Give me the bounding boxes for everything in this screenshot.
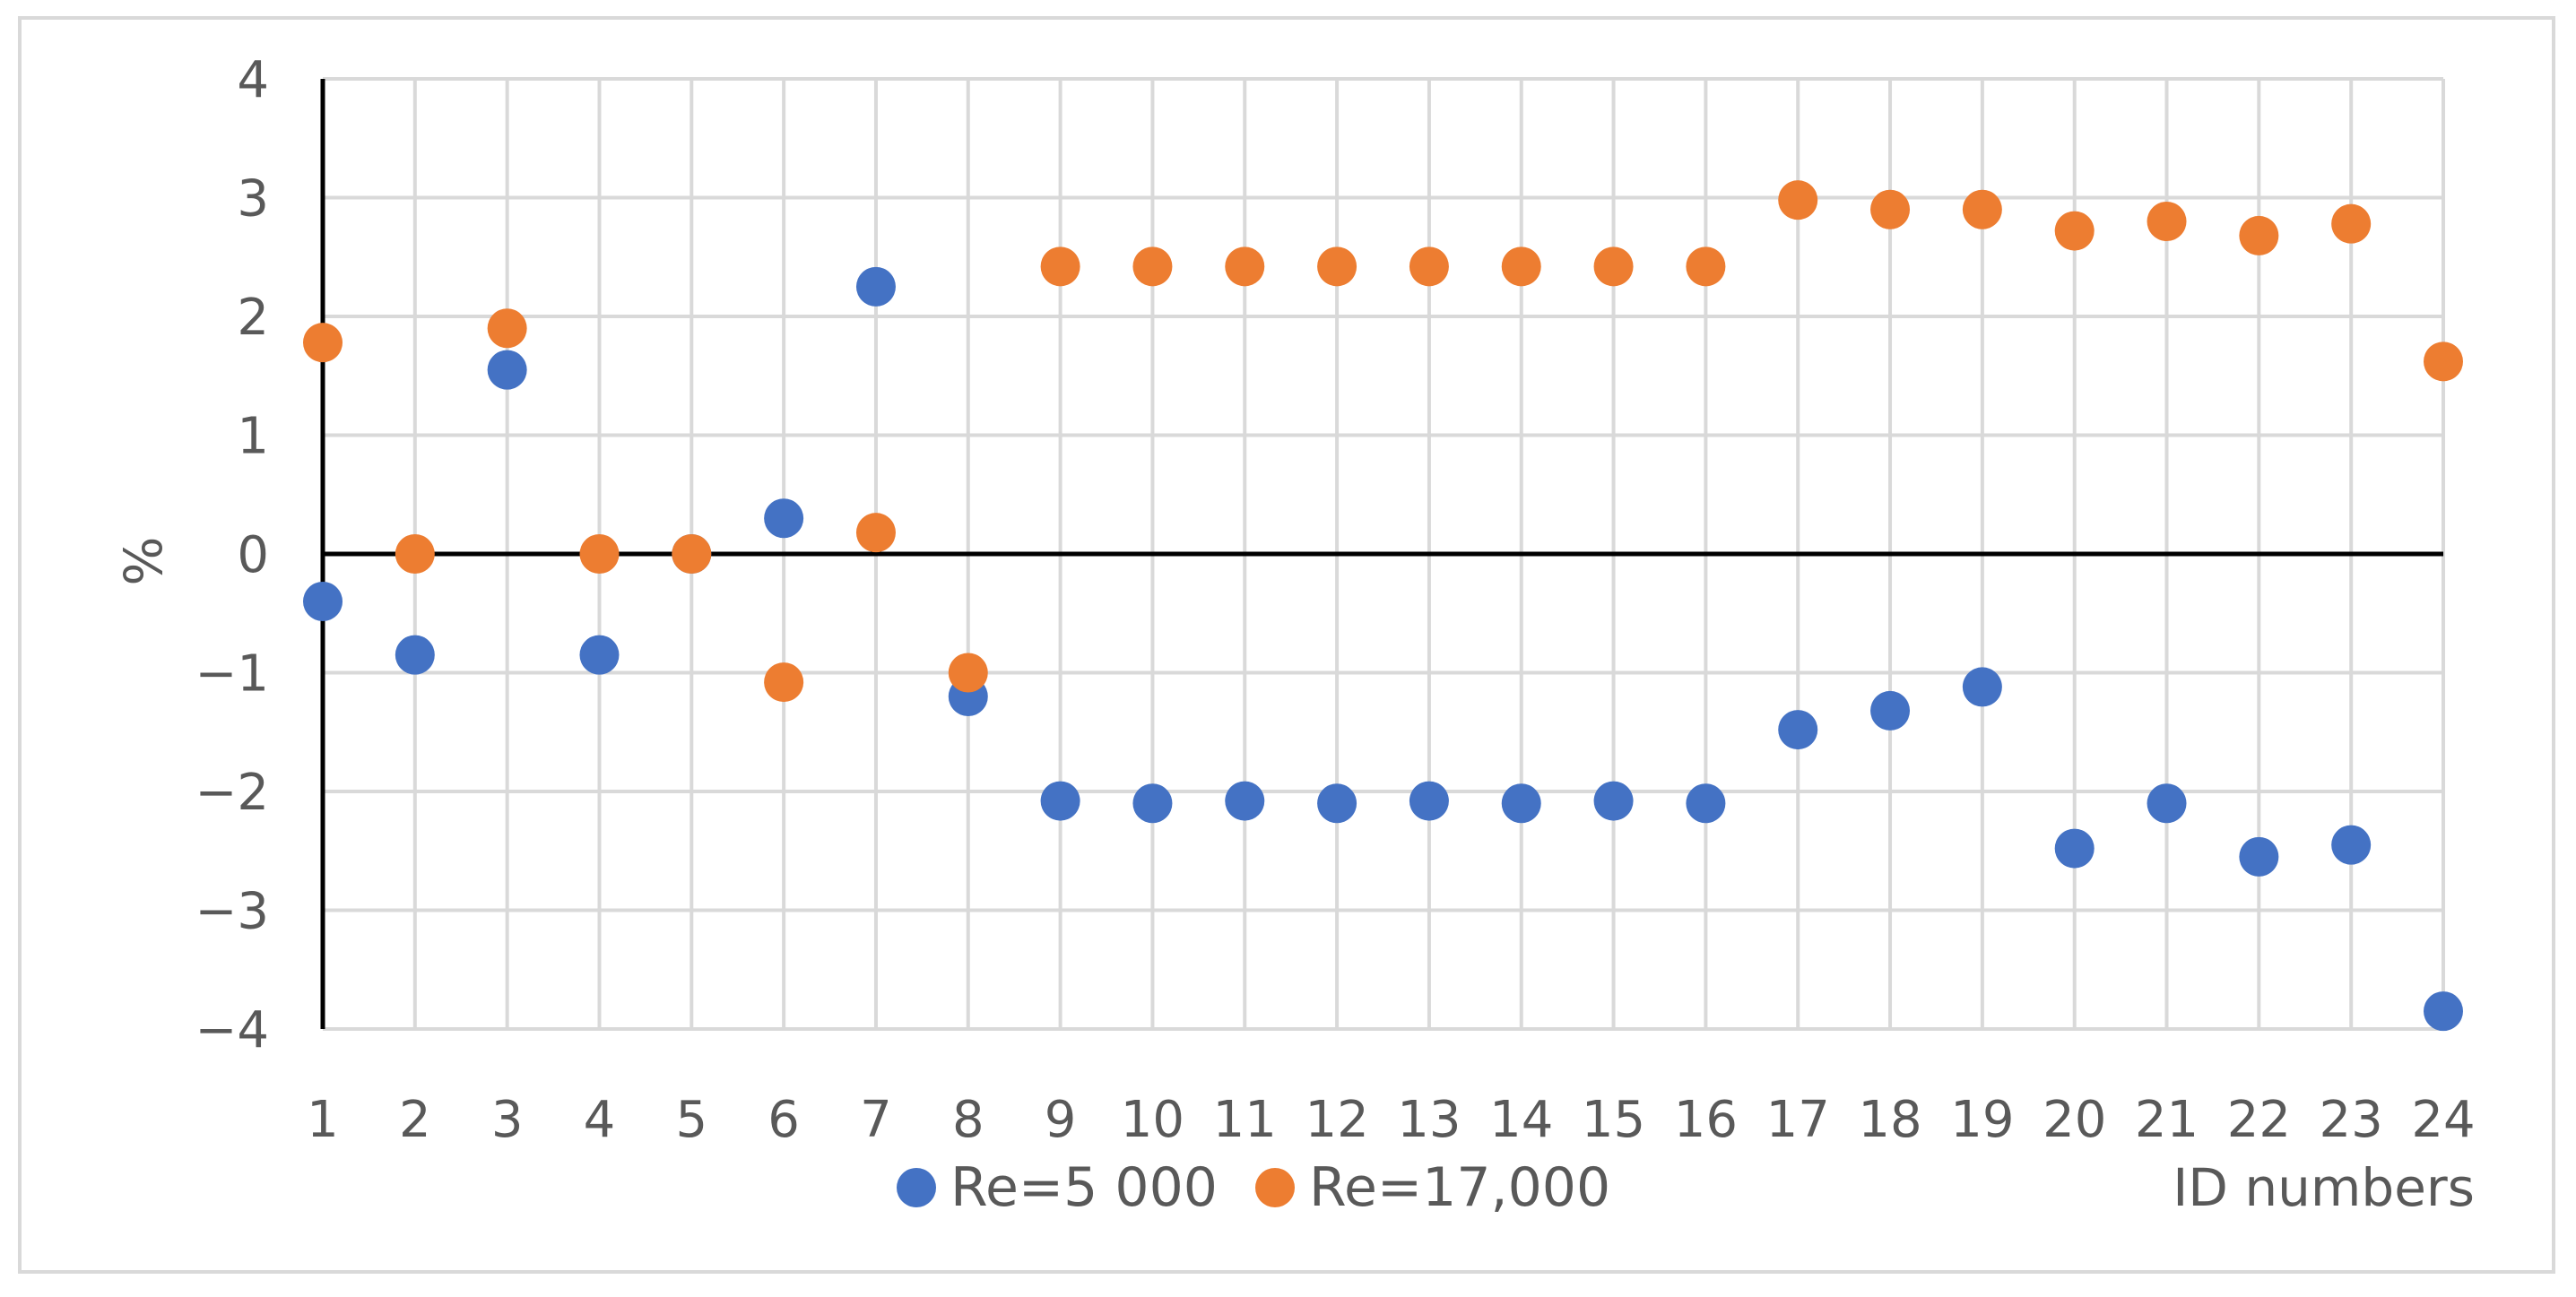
y-tick-label: −4 bbox=[195, 1001, 269, 1059]
re5000-point bbox=[1593, 781, 1634, 821]
x-tick-label: 23 bbox=[2320, 1091, 2383, 1149]
x-tick-label: 2 bbox=[399, 1091, 431, 1149]
re17000-point bbox=[2239, 215, 2279, 255]
y-tick-labels: 4 3 2 1 0 −1 −2 −3 −4 bbox=[195, 51, 269, 1059]
re5000-point bbox=[303, 582, 343, 621]
x-tick-label: 13 bbox=[1397, 1091, 1461, 1149]
re17000-point bbox=[1225, 246, 1265, 287]
re17000-point bbox=[2147, 202, 2187, 241]
re5000-point bbox=[1132, 783, 1173, 824]
y-tick-label: −1 bbox=[195, 645, 269, 704]
x-tick-label: 7 bbox=[860, 1091, 892, 1149]
re17000-point bbox=[1132, 246, 1173, 287]
y-tick-label: 2 bbox=[237, 289, 269, 347]
x-tick-label: 11 bbox=[1213, 1091, 1277, 1149]
re17000-point bbox=[395, 534, 435, 574]
x-tick-label: 12 bbox=[1305, 1091, 1368, 1149]
re5000-point bbox=[1225, 781, 1265, 821]
re5000-point bbox=[2054, 828, 2095, 869]
data-points bbox=[303, 180, 2463, 1032]
x-tick-label: 5 bbox=[675, 1091, 707, 1149]
re17000-point bbox=[1317, 246, 1357, 287]
re5000-point bbox=[1686, 783, 1726, 824]
y-axis-label: % bbox=[113, 536, 174, 585]
y-tick-label: 4 bbox=[237, 51, 269, 109]
legend-label: Re=17,000 bbox=[1309, 1156, 1610, 1219]
re5000-point bbox=[1040, 781, 1080, 821]
re17000-point bbox=[1686, 246, 1726, 287]
y-tick-label: 0 bbox=[237, 526, 269, 584]
x-tick-labels: 1 2 3 4 5 6 7 8 9 10 11 12 13 14 15 16 17 18 19 20 21 22 23 24 bbox=[307, 1091, 2475, 1149]
re17000-point bbox=[948, 653, 988, 693]
x-tick-label: 22 bbox=[2227, 1091, 2291, 1149]
axes bbox=[320, 79, 2443, 1029]
x-tick-label: 1 bbox=[307, 1091, 339, 1149]
re17000-point bbox=[2054, 211, 2095, 251]
x-tick-label: 21 bbox=[2135, 1091, 2199, 1149]
re17000-point bbox=[2424, 342, 2463, 382]
legend-item: Re=5 000 bbox=[897, 1156, 1218, 1219]
re17000-point bbox=[2331, 203, 2372, 244]
re17000-point bbox=[764, 662, 804, 703]
re17000-point bbox=[1409, 246, 1449, 287]
x-tick-label: 3 bbox=[491, 1091, 524, 1149]
legend-item: Re=17,000 bbox=[1255, 1156, 1610, 1219]
re5000-point bbox=[1870, 690, 1911, 731]
legend-label: Re=5 000 bbox=[950, 1156, 1218, 1219]
re5000-point bbox=[1317, 783, 1357, 824]
re5000-point bbox=[487, 350, 527, 390]
re17000-point bbox=[1501, 246, 1541, 287]
re17000-point bbox=[579, 534, 620, 574]
re17000-point bbox=[487, 308, 527, 349]
x-tick-label: 4 bbox=[584, 1091, 616, 1149]
re5000-point bbox=[1962, 667, 2002, 707]
re17000-point bbox=[855, 513, 896, 553]
y-tick-label: −2 bbox=[195, 764, 269, 822]
re17000-point bbox=[1962, 189, 2002, 229]
re5000-point bbox=[395, 635, 435, 675]
x-tick-label: 10 bbox=[1121, 1091, 1184, 1149]
legend: Re=5 000 Re=17,000 bbox=[897, 1156, 1610, 1219]
x-tick-label: 17 bbox=[1766, 1091, 1830, 1149]
x-axis-label: ID numbers bbox=[2173, 1157, 2475, 1218]
re17000-point bbox=[303, 323, 343, 363]
legend-marker bbox=[1255, 1168, 1295, 1207]
x-tick-label: 24 bbox=[2411, 1091, 2475, 1149]
x-tick-label: 18 bbox=[1858, 1091, 1921, 1149]
x-tick-label: 8 bbox=[952, 1091, 984, 1149]
x-tick-label: 14 bbox=[1489, 1091, 1553, 1149]
y-tick-label: 3 bbox=[237, 170, 269, 229]
re5000-point bbox=[1778, 710, 1818, 750]
x-tick-label: 20 bbox=[2043, 1091, 2106, 1149]
re17000-point bbox=[1870, 189, 1911, 229]
x-tick-label: 15 bbox=[1582, 1091, 1645, 1149]
re5000-point bbox=[2239, 836, 2279, 877]
re17000-point bbox=[1593, 246, 1634, 287]
legend-marker bbox=[897, 1168, 936, 1207]
chart-frame bbox=[18, 16, 2555, 1274]
re5000-point bbox=[1409, 781, 1449, 821]
y-tick-label: −3 bbox=[195, 883, 269, 941]
y-tick-label: 1 bbox=[237, 408, 269, 466]
re5000-point bbox=[2147, 783, 2187, 824]
re17000-point bbox=[672, 534, 712, 574]
x-tick-label: 9 bbox=[1045, 1091, 1077, 1149]
re17000-point bbox=[1778, 180, 1818, 220]
re5000-point bbox=[579, 635, 620, 675]
x-tick-label: 6 bbox=[768, 1091, 800, 1149]
re5000-point bbox=[1501, 783, 1541, 824]
x-tick-label: 19 bbox=[1950, 1091, 2014, 1149]
re5000-point bbox=[855, 266, 896, 307]
re5000-point bbox=[2424, 991, 2463, 1032]
re17000-point bbox=[1040, 246, 1080, 287]
re5000-point bbox=[2331, 825, 2372, 865]
x-tick-label: 16 bbox=[1674, 1091, 1738, 1149]
re5000-point bbox=[764, 498, 804, 539]
